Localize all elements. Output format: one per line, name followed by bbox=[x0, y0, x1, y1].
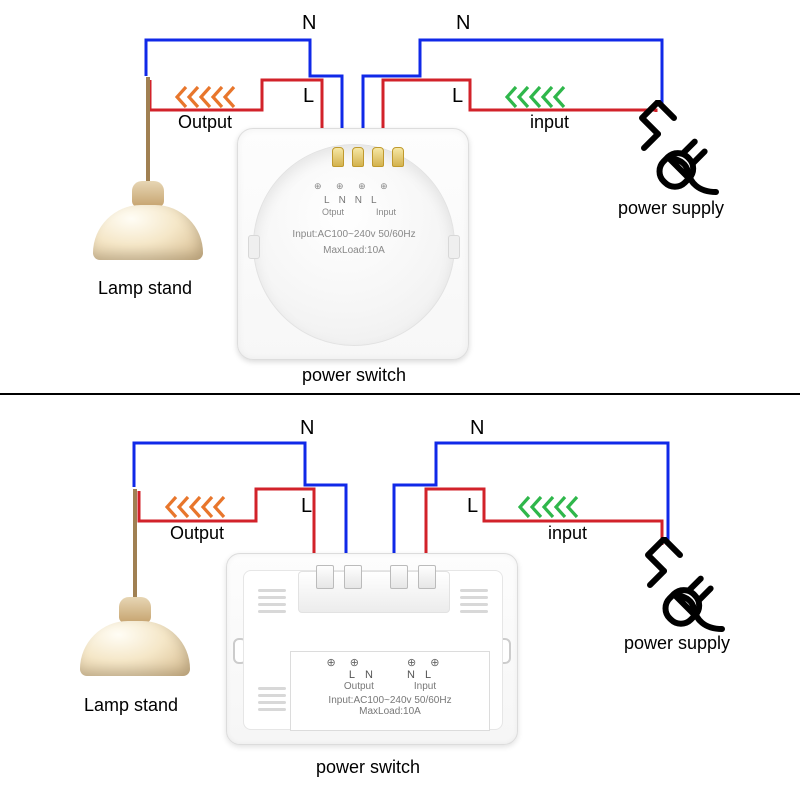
spec-sticker: ⊕⊕ ⊕⊕ L N N L Output Input Input:AC100~2… bbox=[290, 651, 490, 731]
power-switch-rect: ⊕⊕ ⊕⊕ L N N L Output Input Input:AC100~2… bbox=[226, 553, 518, 745]
lamp-icon bbox=[93, 205, 203, 260]
output-arrows-icon-b bbox=[165, 495, 237, 519]
switch-label-b: power switch bbox=[316, 757, 420, 778]
l-label-out: L bbox=[303, 85, 314, 108]
spec-line2: MaxLoad:10A bbox=[254, 245, 454, 256]
n-label-in-b: N bbox=[470, 417, 484, 440]
power-switch-round: ⊕ ⊕ ⊕ ⊕ LNNL Otput Input Input:AC100~240… bbox=[237, 128, 469, 360]
n-label-in: N bbox=[456, 12, 470, 35]
switch-label: power switch bbox=[302, 365, 406, 386]
input-arrows-icon-b bbox=[518, 495, 590, 519]
output-label-b: Output bbox=[170, 523, 224, 544]
l-label-out-b: L bbox=[301, 495, 312, 518]
n-label-out: N bbox=[302, 12, 316, 35]
output-label: Output bbox=[178, 112, 232, 133]
lamp-label: Lamp stand bbox=[98, 278, 192, 299]
n-label-out-b: N bbox=[300, 417, 314, 440]
wiring-diagram-panel-2: N L N L Output input Lamp stand bbox=[0, 395, 800, 800]
l-label-in: L bbox=[452, 85, 463, 108]
power-plug-icon-b bbox=[618, 537, 738, 638]
power-plug-icon bbox=[612, 100, 732, 201]
l-label-in-b: L bbox=[467, 495, 478, 518]
input-label: input bbox=[530, 112, 569, 133]
input-label-b: input bbox=[548, 523, 587, 544]
output-arrows-icon bbox=[175, 85, 247, 109]
supply-label: power supply bbox=[618, 198, 724, 219]
supply-label-b: power supply bbox=[624, 633, 730, 654]
wiring-diagram-panel-1: N L N L Output input Lamp stand bbox=[0, 0, 800, 395]
terminal-labels: LNNL bbox=[324, 195, 386, 206]
input-arrows-icon bbox=[505, 85, 577, 109]
spec-line1: Input:AC100~240v 50/60Hz bbox=[254, 229, 454, 240]
lamp-label-b: Lamp stand bbox=[84, 695, 178, 716]
lamp-icon-b bbox=[80, 621, 190, 676]
